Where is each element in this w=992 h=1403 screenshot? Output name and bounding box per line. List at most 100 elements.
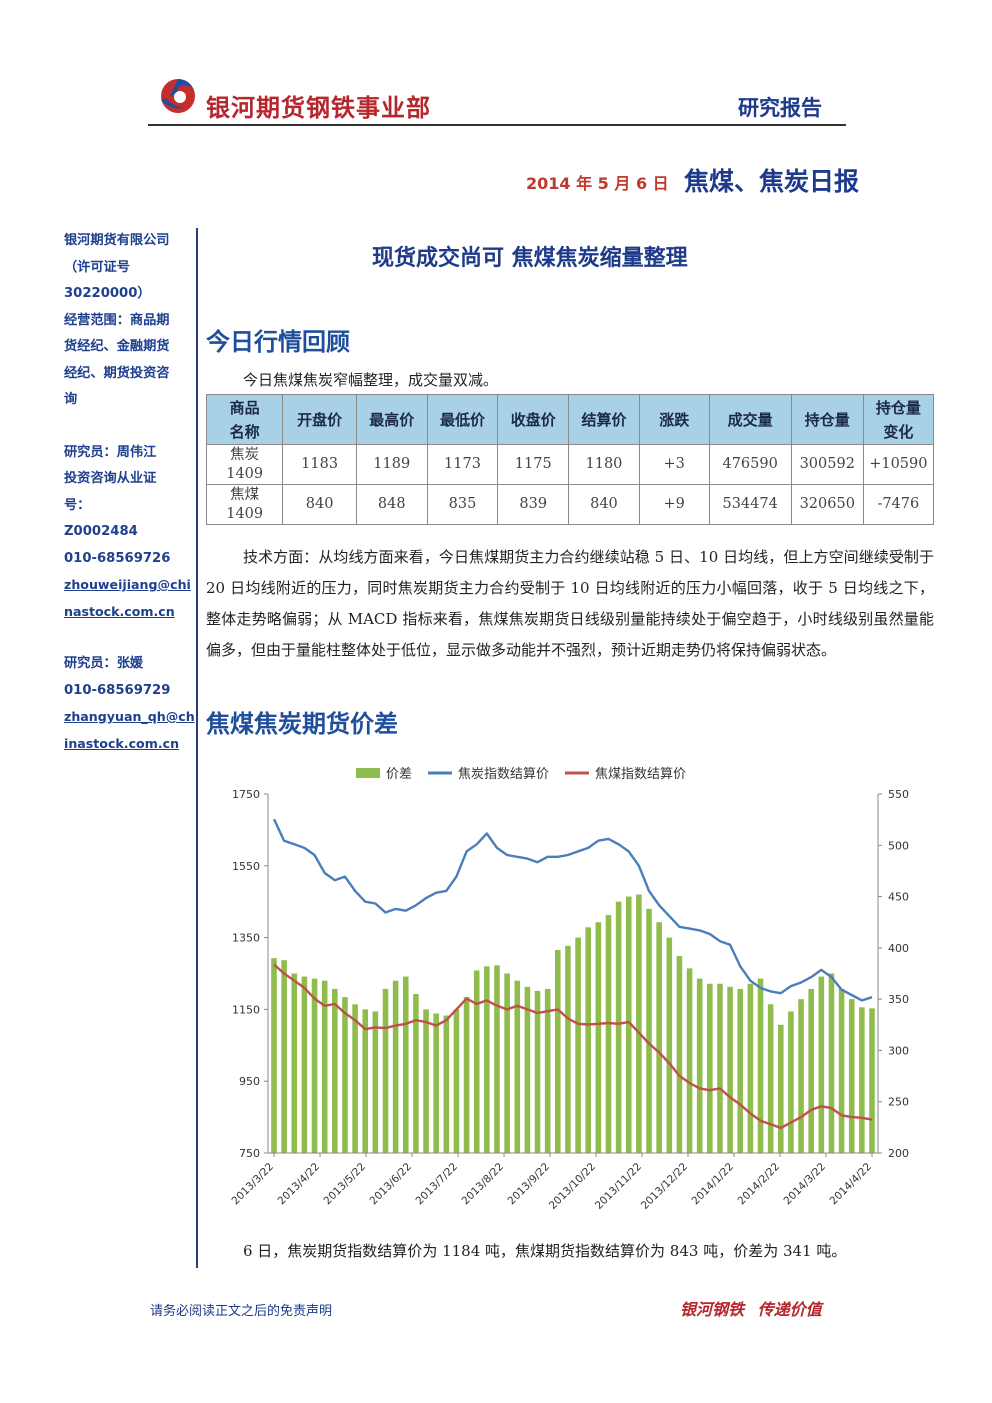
table-cell: +3 bbox=[638, 444, 710, 485]
analyst-line: 号： bbox=[64, 497, 91, 513]
table-header-cell: 持仓量 变化 bbox=[862, 394, 935, 445]
spread-bar bbox=[271, 958, 277, 1153]
table-cell: 840 bbox=[568, 484, 640, 525]
table-header-cell: 开盘价 bbox=[282, 394, 357, 445]
x-tick-label: 2013/4/22 bbox=[276, 1161, 323, 1208]
analyst-email-link[interactable]: zhangyuan_qh@ch bbox=[64, 709, 195, 724]
disclaimer-link[interactable]: 请务必阅读正文之后的免责声明 bbox=[150, 1304, 333, 1319]
quote-table: 商品 名称 开盘价 最高价 最低价 收盘价 结算价 涨跌 成交量 持仓量 持仓量 变化 焦炭 1409 1… bbox=[205, 394, 935, 525]
spread-bars bbox=[271, 894, 875, 1153]
spread-bar bbox=[686, 968, 693, 1153]
analyst-email-link[interactable]: inastock.com.cn bbox=[64, 735, 180, 751]
spread-bar bbox=[818, 976, 825, 1153]
analyst-email-link[interactable]: nastock.com.cn bbox=[64, 603, 175, 619]
analyst-1: 研究员：周伟江 投资咨询从业证 号： Z0002484 010-68569726… bbox=[64, 440, 192, 626]
spread-bar bbox=[402, 976, 409, 1153]
x-tick-label: 2013/7/22 bbox=[414, 1161, 461, 1208]
spread-bar bbox=[707, 983, 713, 1153]
spread-bar bbox=[301, 976, 308, 1153]
spread-bar bbox=[413, 994, 419, 1153]
y-left-tick-label: 750 bbox=[239, 1147, 260, 1160]
x-tick-label: 2013/11/22 bbox=[593, 1161, 644, 1212]
x-tick-label: 2014/4/22 bbox=[828, 1161, 875, 1208]
spread-bar bbox=[321, 980, 328, 1153]
company-line: 银河期货有限公司 bbox=[64, 233, 170, 248]
spread-bar bbox=[463, 997, 470, 1153]
spread-bar bbox=[311, 978, 318, 1153]
spread-bar bbox=[636, 894, 642, 1153]
table-cell: 534474 bbox=[708, 484, 792, 525]
table-cell: 835 bbox=[426, 484, 499, 525]
x-tick-label: 2013/9/22 bbox=[506, 1161, 553, 1208]
table-header-cell: 最高价 bbox=[355, 394, 428, 445]
spread-bar bbox=[717, 983, 723, 1153]
table-header-cell: 最低价 bbox=[426, 394, 499, 445]
spread-bar bbox=[788, 1011, 794, 1153]
spread-bar bbox=[859, 1007, 865, 1153]
spread-bar bbox=[595, 922, 602, 1153]
y-right-tick-label: 400 bbox=[888, 942, 909, 955]
spread-bar bbox=[352, 1004, 358, 1153]
spread-bar bbox=[828, 973, 835, 1153]
company-info: 银河期货有限公司 （许可证号 30220000） 经营范围：商品期 货经纪、金融… bbox=[64, 228, 192, 414]
report-type: 研究报告 bbox=[738, 96, 822, 120]
table-header-row: 商品 名称 开盘价 最高价 最低价 收盘价 结算价 涨跌 成交量 持仓量 持仓量 变化 bbox=[205, 394, 935, 445]
spread-chart: 价差 焦炭指数结算价 焦煤指数结算价 750 950 1150 1350 1550 1750 2… bbox=[230, 767, 909, 1212]
table-cell: 1175 bbox=[497, 444, 570, 485]
table-cell: 1183 bbox=[282, 444, 357, 485]
spread-bar bbox=[342, 997, 348, 1153]
x-tick-label: 2013/12/22 bbox=[639, 1161, 690, 1212]
spread-bar bbox=[575, 937, 581, 1153]
spread-bar bbox=[514, 980, 521, 1153]
spread-bar bbox=[727, 986, 733, 1153]
spread-bar bbox=[494, 965, 500, 1153]
x-tick-label: 2013/3/22 bbox=[230, 1161, 277, 1208]
y-right-tick-label: 300 bbox=[888, 1044, 909, 1057]
table-cell: 476590 bbox=[708, 444, 792, 485]
spread-bar bbox=[362, 1009, 369, 1153]
sidebar-divider bbox=[196, 228, 198, 1268]
table-header-cell: 涨跌 bbox=[638, 394, 710, 445]
analyst-line: 研究员：张媛 bbox=[64, 656, 144, 671]
spread-bar bbox=[808, 988, 814, 1153]
table-cell: +10590 bbox=[862, 444, 935, 485]
spread-bar bbox=[737, 988, 744, 1153]
spread-bar bbox=[798, 999, 804, 1153]
headline: 现货成交尚可 焦煤焦炭缩量整理 bbox=[372, 246, 688, 271]
y-right-tick-label: 500 bbox=[888, 839, 909, 852]
spread-bar bbox=[544, 988, 551, 1153]
table-header-cell: 收盘价 bbox=[497, 394, 570, 445]
x-tick-label: 2013/8/22 bbox=[460, 1161, 507, 1208]
spread-bar bbox=[484, 966, 490, 1153]
slogan: 银河钢铁 传递价值 bbox=[680, 1300, 822, 1319]
table-row: 焦炭 1409 1183 1189 1173 1175 1180 +3 476590 300592… bbox=[205, 444, 935, 485]
x-tick-label: 2014/3/22 bbox=[782, 1161, 829, 1208]
analyst-email-link[interactable]: zhouweijiang@chi bbox=[64, 577, 191, 592]
spread-bar bbox=[332, 988, 338, 1153]
section-title-spread: 焦煤焦炭期货价差 bbox=[206, 710, 398, 738]
table-body: 焦炭 1409 1183 1189 1173 1175 1180 +3 476590 300592… bbox=[205, 444, 935, 525]
table-cell: 300592 bbox=[790, 444, 864, 485]
table-cell: +9 bbox=[638, 484, 710, 525]
analyst-phone: 010-68569726 bbox=[64, 550, 171, 566]
spread-bar bbox=[869, 1008, 875, 1153]
analyst-line: Z0002484 bbox=[64, 524, 138, 539]
spread-bar bbox=[453, 1009, 460, 1153]
y-right-tick-label: 200 bbox=[888, 1147, 909, 1160]
spread-bar bbox=[696, 978, 703, 1153]
spread-bar bbox=[524, 986, 531, 1153]
spread-bar bbox=[646, 908, 652, 1153]
table-cell: 焦煤 1409 bbox=[205, 484, 284, 525]
x-tick-label: 2013/10/22 bbox=[547, 1161, 598, 1212]
company-line: 经纪、期货投资咨 bbox=[64, 365, 170, 381]
spread-bar bbox=[473, 970, 480, 1153]
company-line: 经营范围：商品期 bbox=[64, 312, 170, 328]
company-line: 货经纪、金融期货 bbox=[64, 339, 170, 354]
coking-coal-price-line bbox=[273, 963, 873, 1130]
spread-bar bbox=[504, 973, 510, 1153]
company-line: （许可证号 bbox=[64, 259, 130, 275]
y-right-tick-label: 450 bbox=[888, 891, 909, 904]
spread-bar bbox=[838, 988, 845, 1153]
table-header-cell: 商品 名称 bbox=[205, 394, 284, 445]
spread-bar bbox=[423, 1009, 429, 1153]
